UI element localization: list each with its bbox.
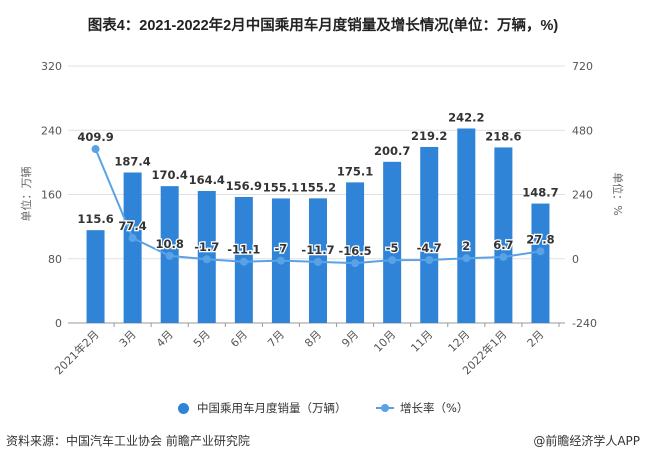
bar	[86, 230, 105, 323]
bar-data-label: 156.9	[226, 179, 262, 193]
line-data-label: 27.8	[526, 232, 554, 246]
right-tick-label: 720	[572, 60, 593, 73]
line-data-label: -5	[386, 241, 399, 255]
left-tick-label: 0	[55, 317, 62, 330]
bar-data-label: 155.1	[263, 180, 299, 194]
x-tick-label: 3月	[117, 328, 139, 350]
bar-data-label: 164.4	[189, 173, 225, 187]
bar	[123, 172, 142, 323]
legend-line-icon	[376, 404, 394, 412]
line-point	[202, 255, 211, 264]
left-tick-label: 160	[41, 189, 62, 202]
line-data-label: -7	[275, 242, 288, 256]
x-tick-label: 11月	[408, 328, 435, 355]
right-tick-label: -240	[572, 317, 597, 330]
x-tick-label: 5月	[191, 328, 213, 350]
line-point	[388, 256, 397, 265]
right-axis-label: 单位：%	[611, 172, 625, 215]
bar	[531, 203, 550, 323]
bar-data-label: 242.2	[448, 110, 484, 124]
line-point	[276, 256, 285, 265]
x-tick-label: 6月	[228, 328, 250, 350]
legend-item-bar[interactable]: 中国乘用车月度销量（万辆）	[178, 400, 347, 416]
bar	[383, 161, 402, 323]
x-tick-label: 8月	[302, 328, 324, 350]
x-tick-label: 2月	[525, 328, 547, 350]
bar	[346, 182, 365, 323]
line-data-label: 409.9	[77, 130, 113, 144]
source-note: 资料来源：中国汽车工业协会 前瞻产业研究院	[6, 434, 250, 448]
right-tick-label: 480	[572, 124, 593, 137]
left-tick-label: 240	[41, 124, 62, 137]
line-data-label: -11.7	[301, 243, 334, 257]
line-data-label: -16.5	[338, 244, 371, 258]
chart-title: 图表4：2021-2022年2月中国乘用车月度销量及增长情况(单位：万辆，%)	[87, 18, 559, 34]
left-tick-label: 80	[48, 253, 62, 266]
bar-data-label: 155.2	[300, 180, 336, 194]
line-point	[536, 247, 545, 256]
x-tick-label: 10月	[371, 328, 398, 355]
line-data-label: 6.7	[493, 238, 513, 252]
line-point	[165, 251, 174, 260]
x-tick-label: 4月	[154, 328, 176, 350]
bar	[494, 147, 513, 323]
bar-data-label: 175.1	[337, 164, 373, 178]
x-tick-label: 2021年2月	[51, 327, 101, 377]
line-point	[499, 252, 508, 261]
bar-data-label: 219.2	[411, 129, 447, 143]
line-point	[128, 234, 137, 243]
line-point	[351, 259, 360, 268]
legend-circle-icon	[178, 402, 189, 414]
legend-label-bar: 中国乘用车月度销量（万辆）	[197, 401, 347, 415]
legend-label-line: 增长率（%）	[400, 401, 469, 415]
credit-note: @前瞻经济学人APP	[533, 434, 640, 448]
line-data-label: -11.1	[227, 243, 260, 257]
bar-data-label: 200.7	[374, 144, 410, 158]
line-point	[462, 254, 471, 263]
bar-data-label: 218.6	[485, 129, 521, 143]
legend-item-line[interactable]: 增长率（%）	[376, 400, 468, 416]
line-data-label: 2	[462, 239, 470, 253]
bar-data-label: 170.4	[151, 168, 187, 182]
line-point	[314, 257, 322, 266]
bar-data-label: 187.4	[114, 154, 150, 168]
x-tick-label: 9月	[339, 328, 361, 350]
line-point	[425, 256, 434, 265]
line-point	[239, 257, 248, 266]
right-tick-label: 0	[572, 253, 579, 266]
line-data-label: 10.8	[156, 237, 184, 251]
left-tick-label: 320	[41, 60, 62, 73]
line-data-label: -4.7	[417, 241, 442, 255]
x-tick-label: 12月	[446, 328, 473, 355]
line-data-label: -1.7	[194, 240, 219, 254]
x-tick-label: 7月	[265, 328, 287, 350]
left-axis-label: 单位：万辆	[19, 167, 33, 222]
bar-data-label: 148.7	[522, 186, 558, 200]
bar	[420, 146, 439, 323]
line-point	[91, 145, 100, 154]
line-data-label: 77.4	[118, 219, 146, 233]
right-tick-label: 240	[572, 189, 593, 202]
bar	[457, 128, 476, 323]
bar-data-label: 115.6	[77, 212, 113, 226]
